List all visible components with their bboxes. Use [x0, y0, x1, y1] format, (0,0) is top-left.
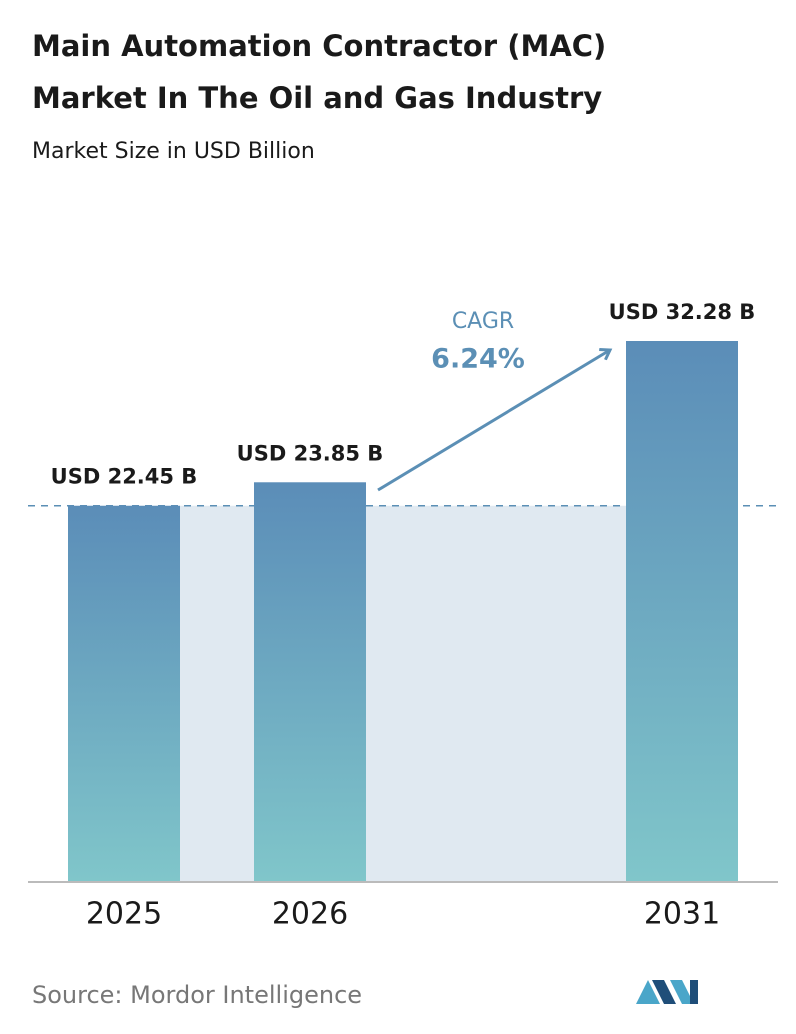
x-tick-label: 2031 [644, 897, 720, 932]
bar [68, 505, 180, 882]
source: Source: Mordor Intelligence [32, 981, 362, 1009]
background-band [180, 505, 626, 882]
cagr-label: CAGR [452, 309, 514, 334]
x-tick-label: 2026 [272, 897, 348, 932]
value-label: USD 32.28 B [609, 300, 756, 324]
chart-title: Market In The Oil and Gas Industry [32, 81, 602, 115]
bar [626, 341, 738, 882]
x-tick-label: 2025 [86, 897, 162, 932]
cagr-value: 6.24% [431, 344, 525, 375]
plot-area: USD 22.45 B 2025 USD 23.85 B 2026 USD 32.28 … [28, 300, 778, 932]
cagr-arrow [377, 350, 610, 492]
chart-subtitle: Market Size in USD Billion [32, 139, 315, 164]
value-label: USD 22.45 B [51, 465, 198, 489]
logo [636, 980, 698, 1004]
value-label: USD 23.85 B [237, 441, 384, 465]
chart-title: Main Automation Contractor (MAC) [32, 29, 606, 63]
bar [254, 482, 366, 882]
